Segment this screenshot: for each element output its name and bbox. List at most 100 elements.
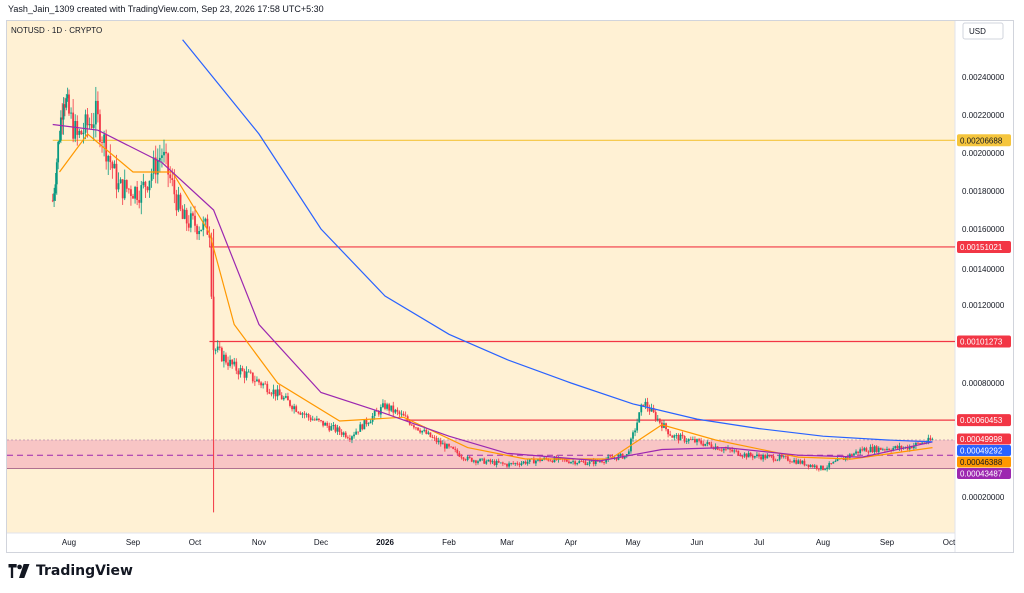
candle-body — [161, 155, 163, 158]
candle-body — [468, 456, 471, 458]
candle-body — [439, 440, 442, 445]
candle-body — [609, 456, 612, 458]
candle-body — [280, 395, 283, 400]
candle-body — [390, 405, 393, 411]
candle-body — [764, 455, 767, 459]
candle-body — [431, 437, 434, 438]
candle-body — [127, 188, 130, 190]
candle-body — [332, 425, 335, 427]
candle-body — [797, 460, 800, 464]
candle-body — [90, 124, 93, 128]
candle-body — [578, 461, 581, 464]
candle-body — [458, 453, 461, 457]
candle-body — [731, 449, 734, 452]
moving-average-line — [182, 39, 933, 443]
candle-body — [346, 437, 349, 439]
candle-body — [402, 413, 405, 416]
currency-button[interactable] — [962, 22, 1004, 40]
candle-body — [524, 461, 527, 464]
candle-body — [454, 448, 457, 450]
chart-frame[interactable]: 0.00206688 0.00151021 0.00101273 0.00060453… — [6, 20, 1014, 553]
candle-body — [691, 439, 694, 440]
candle-body — [258, 379, 260, 383]
candle-body — [479, 458, 481, 462]
candle-body — [355, 431, 357, 435]
price-tag-label: 0.00043487 — [960, 470, 1003, 479]
candle-body — [140, 185, 143, 203]
candle-body — [134, 186, 136, 199]
candle-body — [921, 442, 924, 445]
candle-body — [749, 452, 752, 456]
candle-body — [869, 446, 872, 453]
candle-body — [284, 396, 287, 398]
candle-body — [710, 444, 713, 448]
candle-body — [855, 451, 857, 454]
candle-body — [189, 213, 192, 228]
candle-body — [113, 163, 116, 169]
candle-body — [105, 134, 108, 162]
candle-body — [351, 436, 353, 440]
candle-body — [836, 459, 839, 462]
candle-body — [148, 180, 151, 191]
candle-body — [452, 446, 455, 449]
candle-body — [247, 371, 250, 373]
candle-body — [545, 457, 548, 459]
candle-body — [927, 437, 930, 443]
candle-body — [848, 454, 851, 458]
candle-body — [115, 163, 118, 190]
candle-body — [541, 459, 543, 462]
x-tick-label: Jul — [754, 538, 764, 547]
tradingview-logo[interactable]: TradingView — [8, 563, 133, 579]
price-chart[interactable]: 0.00206688 0.00151021 0.00101273 0.00060453… — [7, 21, 1013, 552]
candle-body — [125, 180, 128, 189]
x-tick-label: Sep — [880, 538, 895, 547]
candle-body — [652, 408, 655, 413]
candle-body — [627, 451, 630, 455]
candle-body — [745, 453, 748, 458]
candle-body — [253, 381, 256, 383]
time-axis-background — [7, 533, 955, 552]
candle-body — [888, 448, 890, 451]
candle-body — [919, 443, 921, 445]
candle-body — [441, 443, 444, 445]
candle-body — [570, 461, 572, 464]
candle-body — [417, 427, 419, 431]
candle-body — [588, 461, 591, 464]
chart-credit: Yash_Jain_1309 created with TradingView.… — [8, 4, 324, 14]
x-tick-label: Oct — [189, 538, 202, 547]
y-tick-label: 0.00240000 — [962, 73, 1005, 82]
candle-body — [421, 430, 424, 433]
candle-body — [820, 465, 822, 470]
candle-body — [594, 459, 597, 465]
candle-body — [481, 458, 484, 460]
price-tag — [957, 445, 1011, 456]
candle-body — [722, 448, 725, 451]
candle-body — [121, 179, 124, 199]
candle-body — [72, 112, 75, 139]
candle-body — [623, 455, 626, 459]
candle-body — [495, 460, 498, 465]
candle-body — [917, 442, 919, 444]
candle-body — [78, 130, 81, 135]
candle-body — [861, 449, 864, 451]
candle-body — [743, 453, 746, 457]
candle-body — [357, 431, 360, 433]
candle-body — [249, 371, 252, 373]
candle-body — [851, 454, 853, 456]
candle-body — [489, 459, 492, 463]
candle-body — [413, 425, 415, 428]
candle-body — [892, 448, 895, 451]
candle-body — [789, 460, 791, 462]
candle-body — [274, 389, 277, 397]
x-tick-label: Aug — [62, 538, 76, 547]
x-tick-label: Mar — [500, 538, 514, 547]
candle-body — [758, 454, 760, 457]
candle-body — [698, 439, 700, 441]
candle-body — [756, 454, 758, 457]
candle-body — [766, 455, 769, 459]
candle-body — [400, 413, 403, 415]
candle-body — [900, 445, 903, 449]
candle-body — [270, 393, 273, 395]
candle-body — [770, 455, 773, 457]
candle-body — [361, 424, 364, 430]
